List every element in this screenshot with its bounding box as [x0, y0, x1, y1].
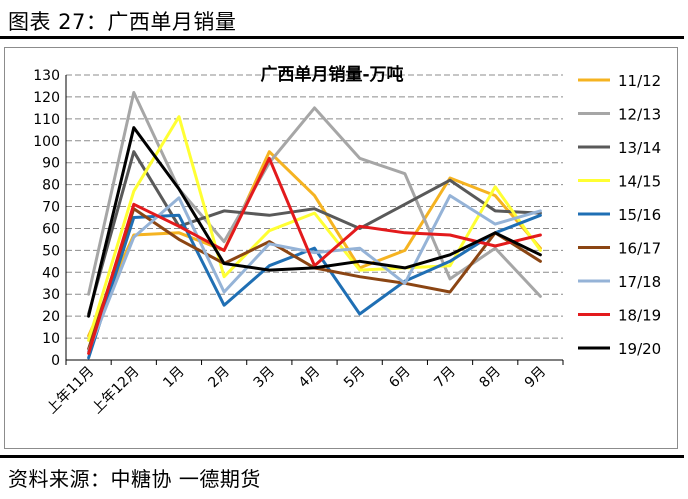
x-tick-label: 9月 [522, 364, 550, 392]
legend-label: 19/20 [618, 340, 661, 358]
y-tick-label: 10 [42, 331, 60, 347]
y-tick-label: 90 [42, 156, 60, 172]
bottom-divider [0, 455, 684, 458]
series-line-18-19 [87, 156, 542, 355]
legend-label: 11/12 [618, 72, 661, 90]
series-line-19-20 [87, 126, 542, 318]
y-tick-label: 30 [42, 287, 60, 303]
series-line-15-16 [87, 213, 542, 360]
x-tick-label: 上年12月 [89, 364, 143, 418]
y-tick-label: 70 [42, 200, 60, 216]
top-divider [0, 36, 684, 39]
y-tick-label: 50 [42, 243, 60, 259]
y-tick-label: 20 [42, 309, 60, 325]
x-tick-label: 8月 [477, 364, 505, 392]
x-tick-label: 5月 [341, 364, 369, 392]
legend-label: 12/13 [618, 106, 661, 124]
y-tick-label: 0 [51, 353, 60, 369]
series-line-17-18 [87, 194, 542, 353]
figure-title: 图表 27：广西单月销量 [8, 10, 237, 34]
series-line-12-13 [87, 91, 542, 298]
x-tick-label: 3月 [251, 364, 279, 392]
legend-label: 16/17 [618, 240, 661, 258]
legend-label: 17/18 [618, 273, 661, 291]
series-line-16-17 [87, 207, 542, 351]
y-tick-label: 60 [42, 221, 60, 237]
x-tick-label: 6月 [386, 364, 414, 392]
legend-label: 14/15 [618, 173, 661, 191]
y-tick-label: 80 [42, 178, 60, 194]
y-tick-label: 100 [33, 134, 60, 150]
y-tick-label: 110 [33, 112, 60, 128]
x-tick-label: 上年11月 [44, 364, 98, 418]
source-note: 资料来源：中糖协 一德期货 [8, 467, 261, 491]
y-tick-label: 40 [42, 265, 60, 281]
legend-label: 18/19 [618, 307, 661, 325]
series-line-13-14 [87, 150, 542, 316]
x-tick-label: 7月 [431, 364, 459, 392]
x-tick-label: 4月 [296, 364, 324, 392]
x-tick-label: 2月 [205, 364, 233, 392]
y-tick-label: 120 [33, 90, 60, 106]
series-line-11-12 [87, 150, 542, 338]
x-tick-label: 1月 [160, 364, 188, 392]
legend-label: 15/16 [618, 206, 661, 224]
legend-label: 13/14 [618, 139, 661, 157]
chart-title: 广西单月销量-万吨 [260, 64, 403, 85]
y-tick-label: 130 [33, 68, 60, 84]
